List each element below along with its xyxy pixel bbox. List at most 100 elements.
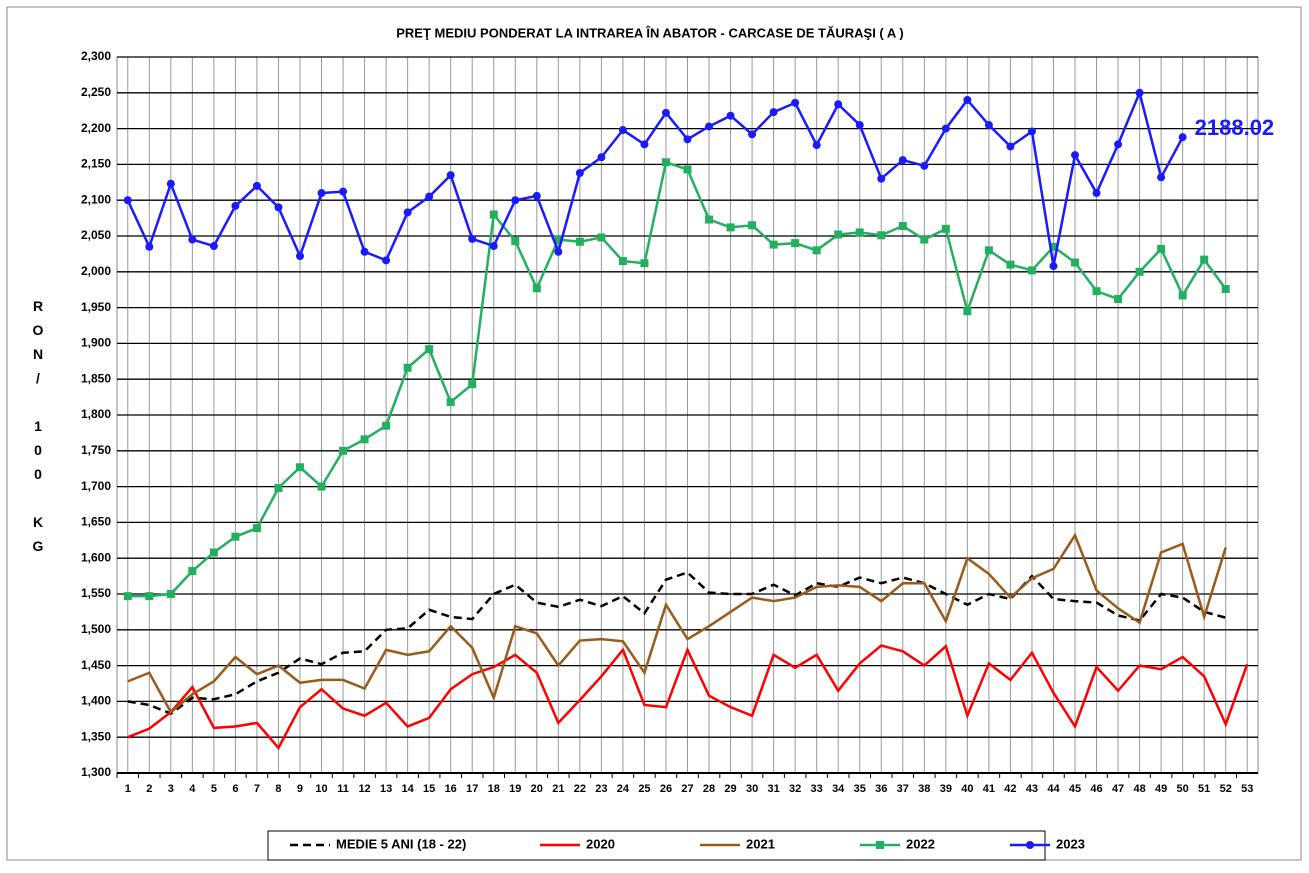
x-tick-label: 38 [918, 783, 930, 795]
point [705, 122, 714, 131]
point [425, 192, 434, 201]
point [769, 108, 778, 117]
x-tick-label: 5 [211, 783, 217, 795]
legend-box [267, 830, 1046, 861]
point [1092, 189, 1101, 198]
point [252, 181, 261, 190]
point [468, 380, 477, 389]
point [188, 567, 197, 576]
point [1114, 295, 1123, 304]
series-line [126, 88, 1184, 267]
y-axis-label: RON/ 100 KG [30, 298, 46, 562]
point [1027, 127, 1036, 136]
legend-label: 2022 [906, 836, 935, 851]
x-tick-label: 41 [983, 783, 995, 795]
point [231, 201, 240, 210]
point [145, 242, 154, 251]
y-tick-label: 1,950 [81, 300, 111, 314]
legend-label: 2023 [1056, 836, 1085, 851]
x-tick-label: 37 [897, 783, 909, 795]
y-tick-label: 2,100 [81, 192, 111, 206]
x-tick-label: 32 [789, 783, 801, 795]
point [511, 196, 520, 205]
point [317, 482, 326, 491]
x-tick-label: 27 [681, 783, 693, 795]
value-label: 2188.02 [1195, 115, 1275, 140]
point [575, 237, 584, 246]
point [791, 239, 800, 248]
point [554, 247, 563, 256]
x-tick-label: 40 [961, 783, 973, 795]
point [941, 224, 950, 233]
y-tick-label: 1,600 [81, 550, 111, 564]
point [1049, 262, 1058, 271]
x-tick-label: 43 [1026, 783, 1038, 795]
point [661, 108, 670, 117]
point [618, 257, 627, 266]
x-tick-label: 22 [574, 783, 586, 795]
legend-label: 2020 [586, 836, 615, 851]
y-tick-label: 1,450 [81, 658, 111, 672]
point [984, 121, 993, 130]
point [1135, 267, 1144, 276]
point [898, 221, 907, 230]
point [1114, 140, 1123, 149]
x-tick-label: 8 [275, 783, 281, 795]
y-tick-label: 1,500 [81, 622, 111, 636]
point [274, 484, 283, 493]
point [489, 242, 498, 251]
point [123, 592, 132, 601]
x-tick-label: 36 [875, 783, 887, 795]
point [1071, 151, 1080, 160]
legend-marker [876, 841, 884, 849]
y-tick-label: 2,250 [81, 85, 111, 99]
y-tick-label: 1,900 [81, 336, 111, 350]
series-line [127, 532, 1227, 715]
point [1027, 266, 1036, 275]
x-tick-label: 7 [254, 783, 260, 795]
x-tick-label: 29 [724, 783, 736, 795]
x-tick-label: 16 [445, 783, 457, 795]
point [123, 196, 132, 205]
point [1178, 291, 1187, 300]
point [834, 230, 843, 239]
y-tick-label: 1,850 [81, 371, 111, 385]
x-tick-label: 52 [1220, 783, 1232, 795]
x-tick-label: 10 [315, 783, 327, 795]
x-tick-label: 3 [168, 783, 174, 795]
y-tick-label: 1,400 [81, 694, 111, 708]
x-tick-label: 34 [832, 783, 845, 795]
point [252, 524, 261, 533]
y-tick-label: 1,550 [81, 586, 111, 600]
point [1157, 173, 1166, 182]
x-tick-label: 25 [638, 783, 650, 795]
x-tick-label: 47 [1112, 783, 1124, 795]
point [317, 189, 326, 198]
point [446, 171, 455, 180]
point [963, 307, 972, 316]
x-tick-label: 35 [854, 783, 866, 795]
point [339, 446, 348, 455]
point [726, 223, 735, 232]
x-tick-label: 2 [146, 783, 152, 795]
point [1006, 260, 1015, 269]
point [446, 398, 455, 407]
x-tick-label: 50 [1177, 783, 1189, 795]
point [1221, 284, 1230, 293]
point [812, 246, 821, 255]
point [231, 532, 240, 541]
point [748, 130, 757, 139]
point [597, 233, 606, 242]
x-tick-label: 49 [1155, 783, 1167, 795]
point [877, 231, 886, 240]
point [145, 592, 154, 601]
point [274, 203, 283, 212]
point [360, 435, 369, 444]
x-tick-label: 24 [617, 783, 630, 795]
point [812, 141, 821, 150]
series-line [127, 571, 1227, 715]
point [166, 590, 175, 598]
point [532, 191, 541, 200]
point [726, 111, 735, 120]
point [209, 242, 218, 251]
